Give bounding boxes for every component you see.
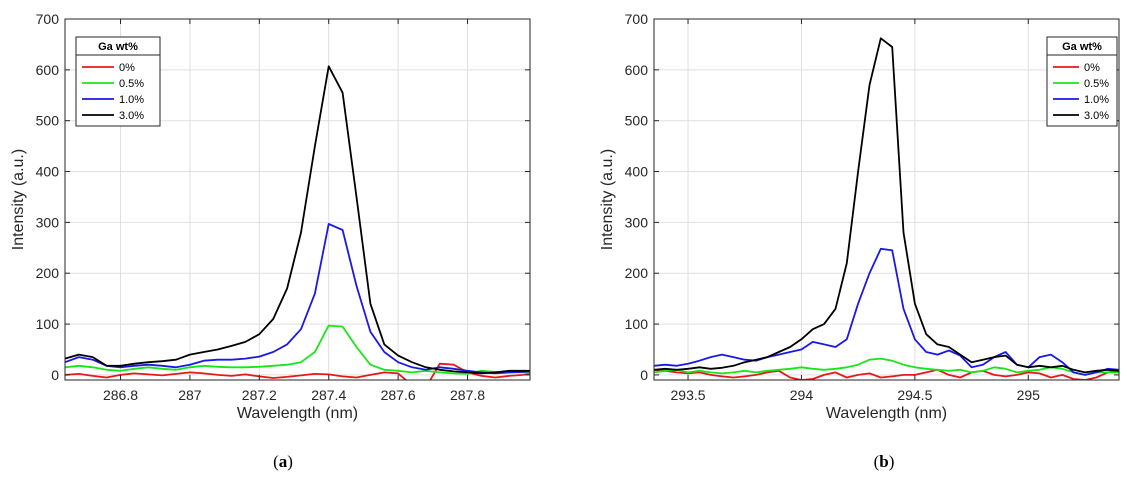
y-tick-label: 200 <box>625 265 649 281</box>
x-tick-label: 294 <box>790 387 814 403</box>
y-tick-label: 200 <box>36 265 60 281</box>
legend-label: 0.5% <box>1084 78 1109 90</box>
caption-close: ) <box>889 452 895 471</box>
x-tick-label: 287.2 <box>242 387 277 403</box>
x-tick-label: 295 <box>1017 387 1041 403</box>
series-group <box>654 37 1119 380</box>
x-tick-label: 294.5 <box>897 387 932 403</box>
legend-box <box>75 36 161 127</box>
y-tick-label: 300 <box>625 214 649 230</box>
caption-letter: a <box>279 452 288 471</box>
y-tick-label: 100 <box>36 316 60 332</box>
axes-box <box>653 18 1120 381</box>
y-tick-label: 600 <box>36 62 60 78</box>
legend-label: 3.0% <box>1084 110 1109 122</box>
y-tick-label: 700 <box>36 11 60 27</box>
legend: Ga wt% 0% 0.5% 1.0% 3.0% <box>1046 36 1118 127</box>
legend-label: 1.0% <box>119 94 144 106</box>
series-group <box>65 65 530 380</box>
axes-box <box>64 18 531 381</box>
caption-open: ( <box>874 452 880 471</box>
legend-label: 0% <box>119 62 135 74</box>
y-tick-label: 0 <box>51 367 59 383</box>
legend-title: Ga wt% <box>1062 41 1102 53</box>
y-tick-label: 100 <box>625 316 649 332</box>
legend-box <box>1046 36 1118 127</box>
x-tick-label: 287.8 <box>450 387 485 403</box>
panel-caption: (b) <box>874 452 895 471</box>
plot-area <box>654 19 1119 380</box>
legend-label: 1.0% <box>1084 94 1109 106</box>
series-line-0 <box>65 362 530 380</box>
series-line-10 <box>65 222 530 375</box>
y-axis-label: Intensity (a.u.) <box>10 149 27 250</box>
x-tick-label: 293.5 <box>671 387 706 403</box>
series-line-0 <box>654 368 1119 380</box>
y-axis-label: Intensity (a.u.) <box>599 149 616 250</box>
series-line-10 <box>654 247 1119 376</box>
legend-label: 3.0% <box>119 110 144 122</box>
legend-label: 0.5% <box>119 78 144 90</box>
x-tick-label: 286.8 <box>103 387 138 403</box>
chart-panel-a: 0 100 200 300 400 500 600 700 286.8 287 287.2 287.4… <box>10 11 531 471</box>
y-tick-label: 700 <box>625 11 649 27</box>
panel-caption: (a) <box>273 452 293 471</box>
caption-letter: b <box>879 452 888 471</box>
y-tick-label: 0 <box>640 367 648 383</box>
chart-panel-b: 0 100 200 300 400 500 600 700 293.5 294 294.5 295 Wa… <box>599 11 1120 471</box>
y-tick-label: 600 <box>625 62 649 78</box>
series-line-05 <box>654 357 1119 376</box>
caption-close: ) <box>287 452 293 471</box>
x-axis-label: Wavelength (nm) <box>826 405 947 422</box>
y-tick-label: 400 <box>625 164 649 180</box>
series-line-30 <box>654 37 1119 374</box>
y-tick-label: 500 <box>36 113 60 129</box>
y-tick-label: 500 <box>625 113 649 129</box>
legend-label: 0% <box>1084 62 1100 74</box>
x-tick-label: 287.4 <box>311 387 346 403</box>
x-tick-label: 287 <box>178 387 202 403</box>
series-line-05 <box>65 324 530 375</box>
x-tick-label: 287.6 <box>381 387 416 403</box>
y-tick-label: 400 <box>36 164 60 180</box>
x-axis-label: Wavelength (nm) <box>237 405 358 422</box>
legend-title: Ga wt% <box>98 41 138 53</box>
series-line-30 <box>65 65 530 375</box>
y-tick-label: 300 <box>36 214 60 230</box>
caption-open: ( <box>273 452 279 471</box>
legend: Ga wt% 0% 0.5% 1.0% 3.0% <box>75 36 161 127</box>
